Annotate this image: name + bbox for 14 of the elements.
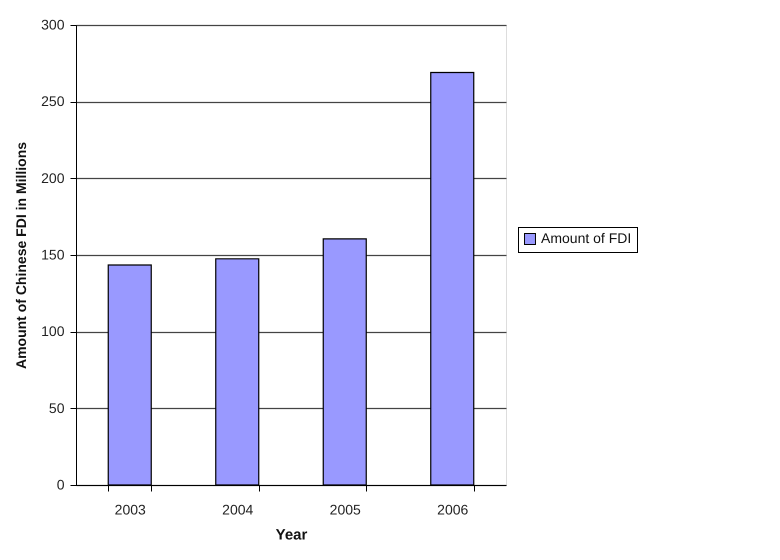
x-tick-label: 2006 [437,502,469,518]
y-tick-label: 150 [41,246,65,262]
y-tick-label: 50 [48,400,65,416]
x-axis-title: Year [276,526,308,544]
y-tick-label: 250 [41,93,65,110]
y-tick-label: 0 [56,476,65,492]
legend-label: Amount of FDI [541,230,632,246]
y-tick-label: 100 [41,323,65,340]
y-tick-label: 300 [41,16,65,32]
x-tick-label: 2003 [114,502,146,518]
x-tick-label: 2004 [222,502,254,518]
y-tick-label: 200 [41,170,65,186]
y-axis-title: Amount of Chinese FDI in Millions [13,142,30,370]
x-tick-label: 2005 [330,502,362,518]
